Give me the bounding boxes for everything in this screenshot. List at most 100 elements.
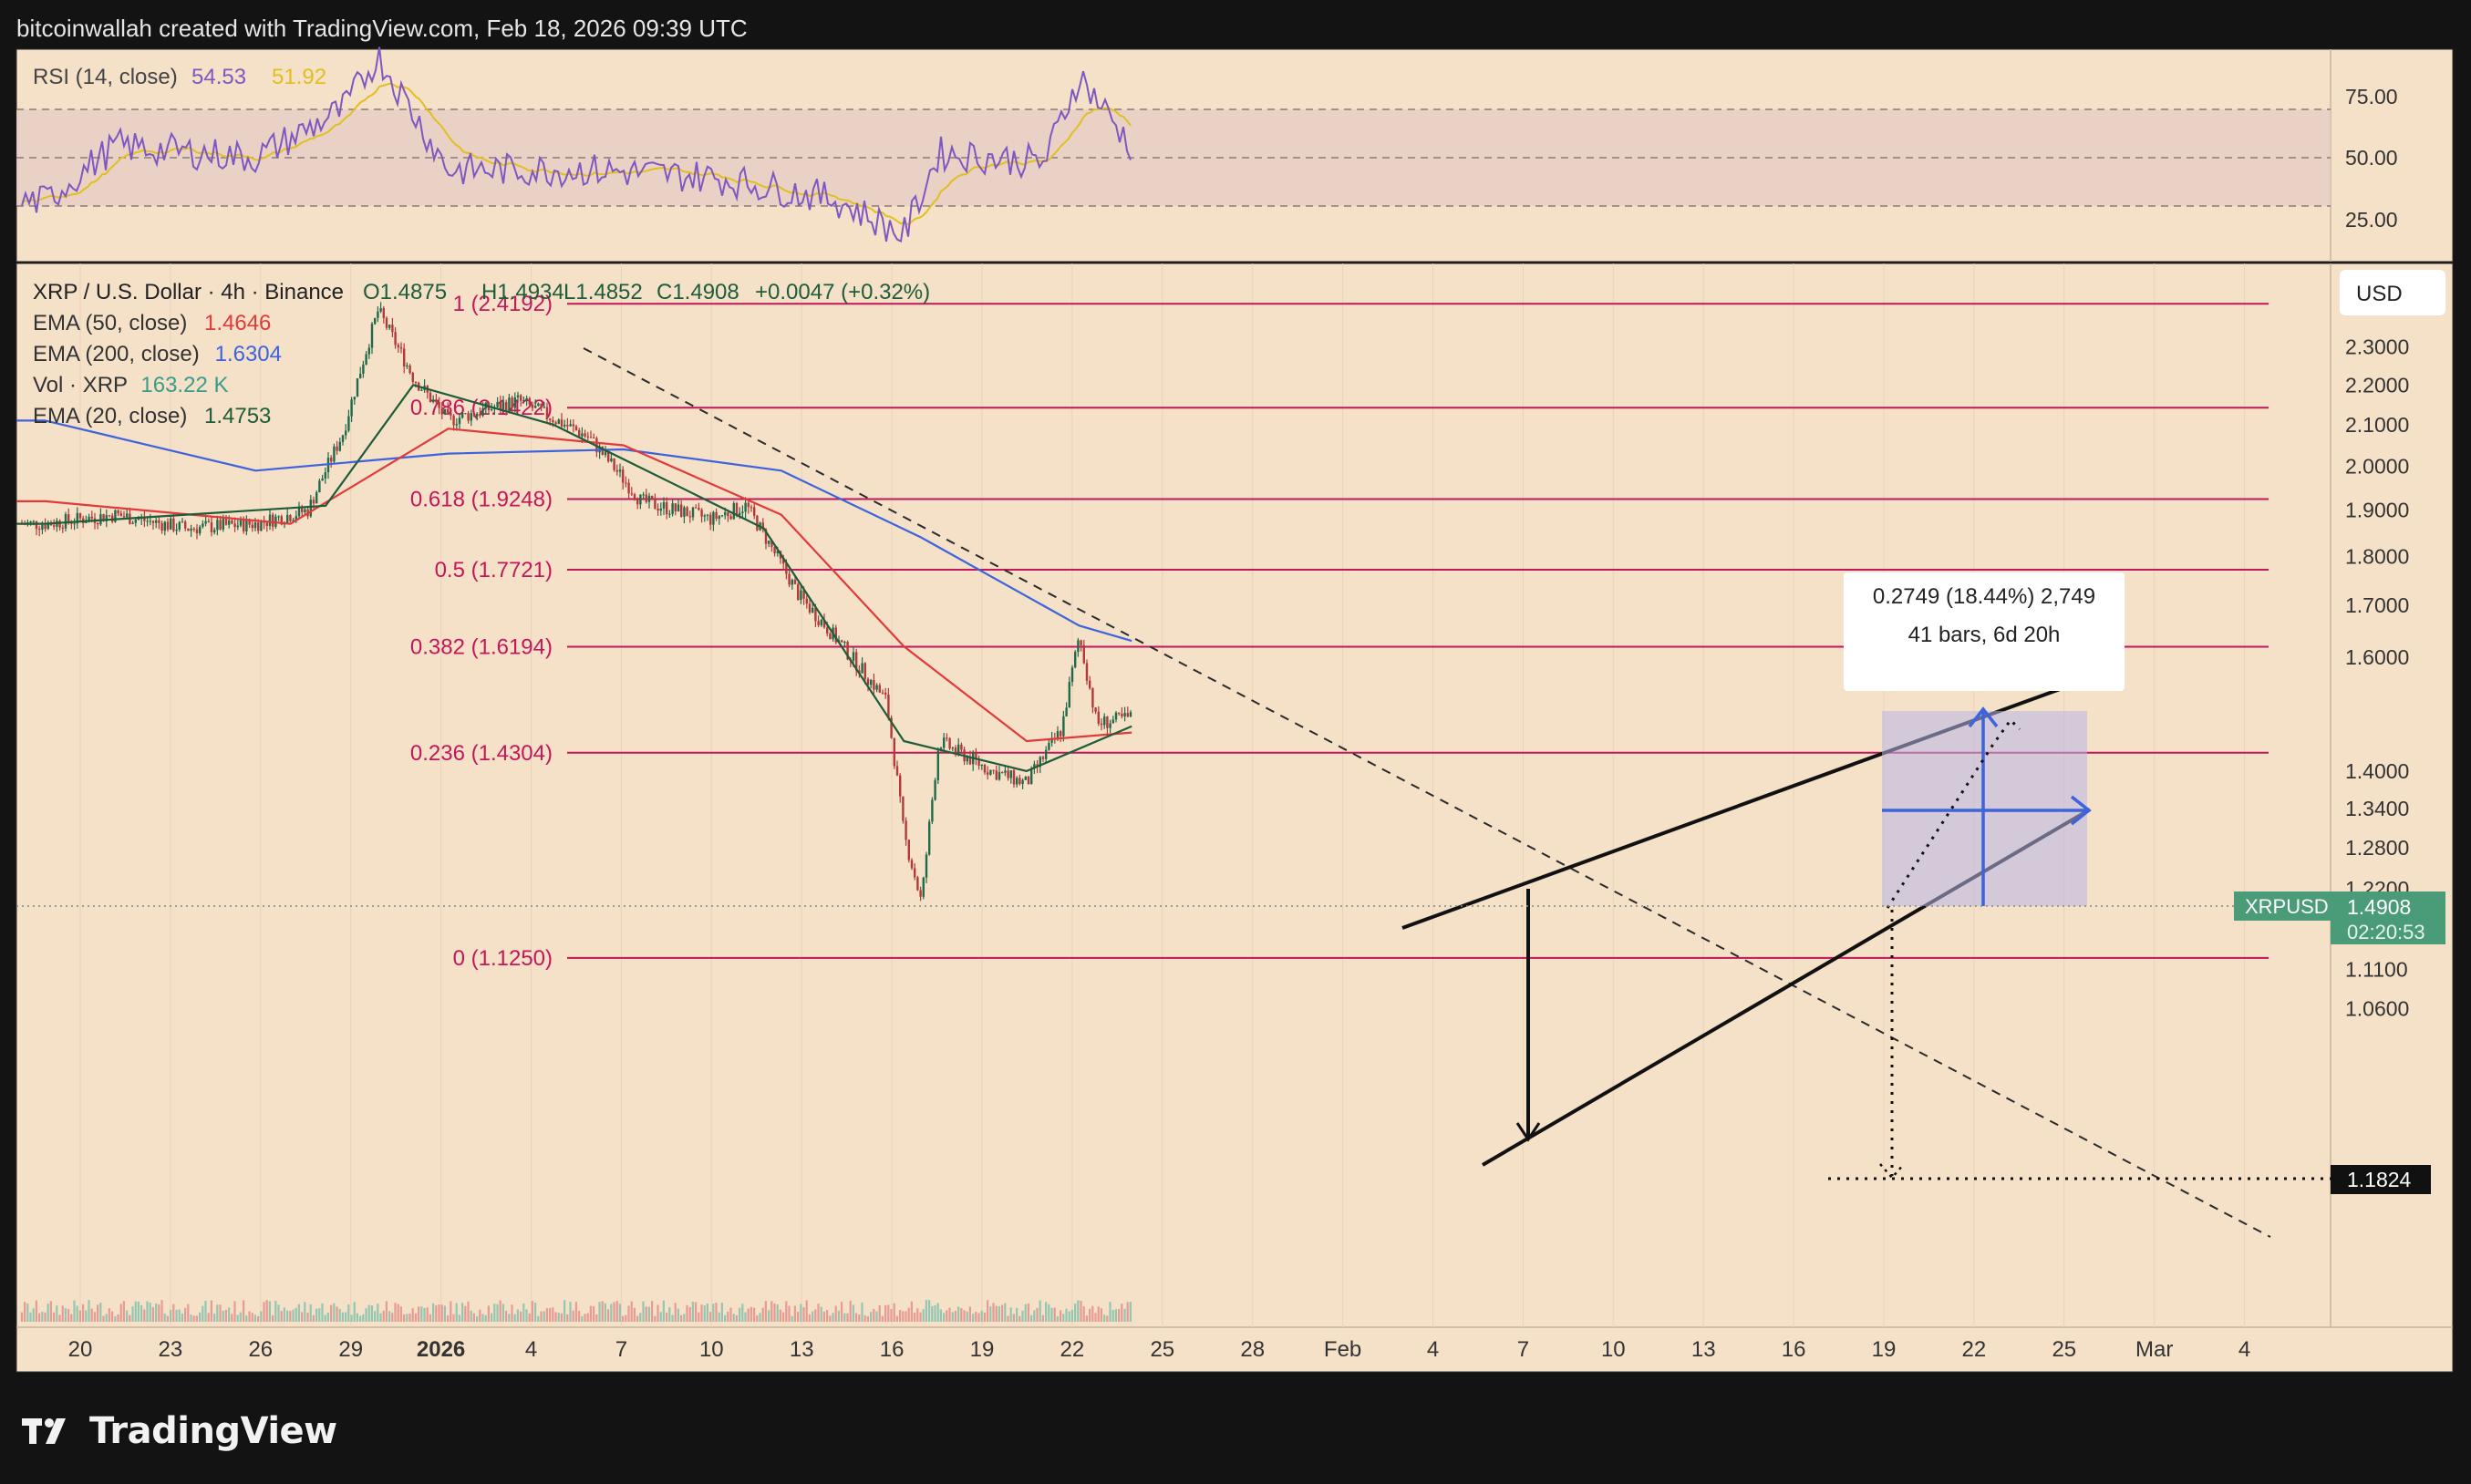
candle-body <box>362 365 365 374</box>
volume-bar <box>939 1309 942 1322</box>
volume-bar <box>388 1311 391 1322</box>
candle-body <box>219 520 222 530</box>
candle-body <box>73 523 76 525</box>
volume-bar <box>315 1308 318 1322</box>
volume-bar <box>645 1306 647 1322</box>
candle-body <box>878 685 881 693</box>
tradingview-logo[interactable]: TradingView <box>20 1404 337 1458</box>
volume-bar <box>362 1314 365 1322</box>
price-tick-label: 1.2800 <box>2345 836 2409 860</box>
candle-body <box>204 520 207 524</box>
volume-bar <box>832 1313 834 1322</box>
fib-level-label: 0.236 (1.4304) <box>410 741 553 766</box>
volume-bar <box>219 1304 222 1322</box>
volume-bar <box>613 1302 615 1322</box>
candle-body <box>370 324 374 348</box>
indicator-label: EMA (50, close) <box>33 311 187 335</box>
time-tick-label: 16 <box>1782 1337 1806 1362</box>
volume-bar <box>686 1304 688 1322</box>
candle-body <box>931 799 934 822</box>
time-axis[interactable]: 20 23 26 29 2026 4 7 10 13 16 19 22 25 28 Feb 4 7 10 13 16 1… <box>68 1337 2251 1362</box>
volume-bar <box>93 1312 96 1322</box>
candle-body <box>382 308 385 318</box>
volume-bar <box>654 1315 657 1322</box>
volume-bar <box>914 1312 916 1322</box>
volume-bar <box>688 1306 691 1322</box>
volume-bar <box>370 1305 373 1322</box>
volume-bar <box>1001 1304 1004 1322</box>
candle-body <box>724 512 727 516</box>
indicator-label: EMA (200, close) <box>33 342 200 366</box>
candle-body <box>866 678 870 685</box>
ohlc-change: +0.0047 (+0.32%) <box>755 280 930 304</box>
candle-body <box>770 541 773 547</box>
volume-bar <box>866 1315 869 1322</box>
volume-bar <box>557 1313 560 1322</box>
volume-bar <box>47 1304 49 1322</box>
drawing-layer <box>16 347 2331 1238</box>
price-tick-label: 2.3000 <box>2345 335 2409 359</box>
volume-bar <box>732 1314 735 1322</box>
volume-bar <box>1041 1314 1044 1322</box>
candle-body <box>691 507 695 518</box>
volume-bar <box>662 1300 665 1322</box>
candle-body <box>1126 713 1129 717</box>
symbol-price-tag <box>2234 891 2331 921</box>
volume-bar <box>341 1312 344 1322</box>
time-tick-label: 13 <box>1691 1337 1716 1362</box>
volume-bar <box>744 1312 747 1322</box>
candle-body <box>131 522 134 524</box>
volume-bar <box>1050 1307 1053 1322</box>
candle-body <box>228 520 231 525</box>
volume-bar <box>695 1302 698 1322</box>
volume-bar <box>791 1315 793 1322</box>
volume-bar <box>88 1300 90 1322</box>
volume-bar <box>429 1314 431 1322</box>
volume-bar <box>479 1309 481 1322</box>
candle-body <box>64 514 67 529</box>
volume-bar <box>861 1302 863 1322</box>
volume-bar <box>1045 1302 1048 1322</box>
currency-button[interactable] <box>2340 270 2445 315</box>
candle-body <box>552 419 554 423</box>
candle-body <box>160 522 163 531</box>
volume-bar <box>119 1304 122 1322</box>
volume-bar <box>26 1303 29 1322</box>
volume-bar <box>954 1311 956 1322</box>
volume-bar <box>1021 1310 1024 1322</box>
candle-body <box>411 373 414 382</box>
volume-bar <box>761 1307 764 1322</box>
volume-bar <box>683 1314 686 1322</box>
volume-bar <box>598 1302 601 1322</box>
volume-bar <box>1100 1308 1102 1322</box>
candle-body <box>957 744 960 753</box>
volume-bar <box>420 1306 423 1322</box>
candle-body <box>910 860 914 869</box>
volume-bar <box>85 1310 88 1322</box>
volume-bar <box>470 1310 472 1322</box>
time-tick-label: 7 <box>615 1337 627 1362</box>
candle-body <box>438 402 440 408</box>
volume-bar <box>187 1304 190 1322</box>
volume-bar <box>639 1313 642 1322</box>
ema200-line <box>16 419 1132 643</box>
volume-bar <box>881 1315 884 1322</box>
volume-bar <box>797 1312 800 1322</box>
candle-body <box>233 523 236 528</box>
candle-body <box>934 779 936 800</box>
candle-body <box>522 400 525 402</box>
target-price-tag <box>2331 1165 2431 1194</box>
volume-bar <box>213 1314 216 1322</box>
volume-bar <box>1118 1308 1121 1322</box>
candle-body <box>977 758 980 766</box>
volume-bar <box>907 1307 910 1322</box>
volume-bar <box>1030 1314 1033 1322</box>
volume-bar <box>411 1308 414 1322</box>
volume-bar <box>461 1303 464 1322</box>
volume-bar <box>998 1306 1000 1322</box>
candle-body <box>671 503 674 514</box>
volume-bar <box>394 1303 397 1322</box>
volume-bar <box>309 1304 312 1322</box>
